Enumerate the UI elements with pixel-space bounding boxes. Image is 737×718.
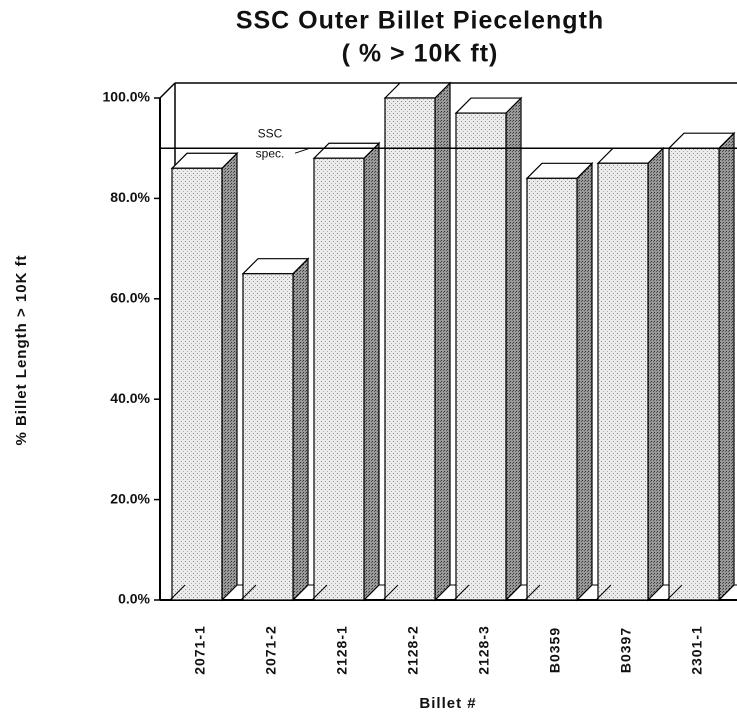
reference-label: spec. [256,146,285,160]
floor-diagonal [524,584,541,601]
y-tick-label: 20.0% [110,490,150,506]
floor-diagonal [666,584,683,601]
chart-subtitle: ( % > 10K ft) [342,40,499,68]
x-axis-label: Billet # [419,695,476,712]
bar-side [576,161,593,602]
x-tick-label: 2071-1 [192,625,208,675]
y-tick-label: 60.0% [110,290,150,306]
x-tick-label: 2128-3 [476,625,492,675]
floor-diagonal [382,584,399,601]
bar [455,112,507,601]
bar [313,157,365,601]
x-tick-label: 2071-2 [263,625,279,675]
bar-side [718,131,735,602]
floor-diagonal [453,584,470,601]
y-tick-label: 80.0% [110,189,150,205]
floor-diagonal [311,584,328,601]
bar [597,162,649,601]
bar [668,147,720,601]
x-tick-label: B0397 [618,627,634,673]
bar-side [363,141,380,602]
y-tick-label: 100.0% [103,89,151,105]
wall-corner [159,82,176,99]
reference-leader [294,147,311,154]
y-tick-label: 0.0% [118,591,150,607]
x-tick-label: 2128-2 [405,625,421,675]
chart-title: SSC Outer Billet Piecelength [236,7,604,35]
bar-side [647,146,664,602]
x-tick-label: 2301-1 [689,625,705,675]
floor-diagonal [240,584,257,601]
bar-side [434,81,451,602]
bar-side [221,151,238,602]
reference-label: SSC [258,126,283,140]
floor-diagonal [595,584,612,601]
x-tick-label: 2128-1 [334,625,350,675]
y-axis-label: % Billet Length > 10K ft [13,254,30,445]
floor-diagonal [169,584,186,601]
bar [171,167,223,601]
y-tick-label: 40.0% [110,390,150,406]
bar [384,97,436,601]
bar-side [292,257,309,602]
bar-side [505,96,522,602]
bar [526,177,578,601]
x-tick-label: B0359 [547,627,563,673]
bar [242,273,294,601]
